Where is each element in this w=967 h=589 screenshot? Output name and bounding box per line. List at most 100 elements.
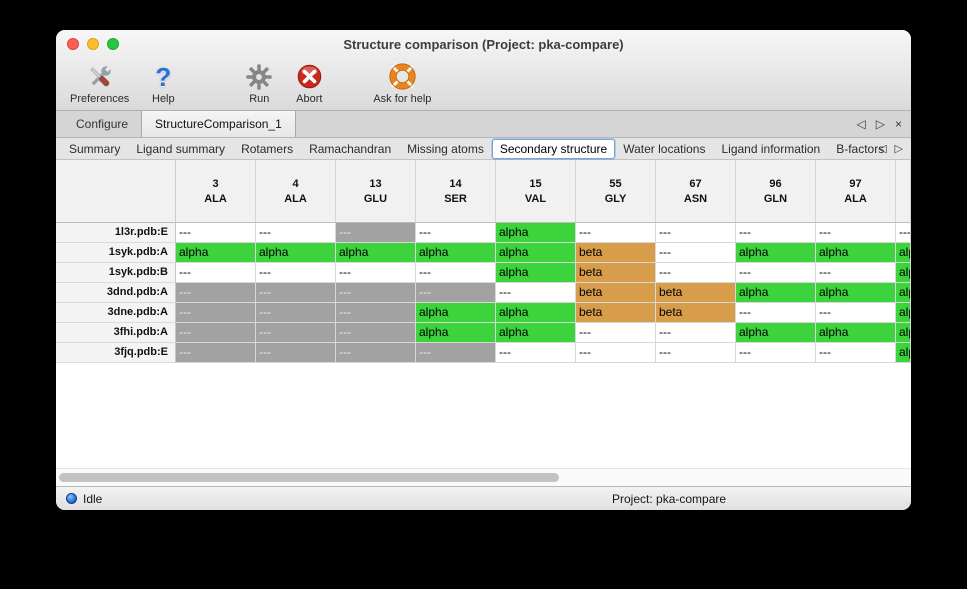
tab-b-factors[interactable]: B-factors	[836, 141, 885, 156]
table-cell: ---	[176, 283, 256, 303]
residue-name: ALA	[844, 193, 867, 205]
table-cell: alpha	[496, 303, 576, 323]
residue-number: 15	[529, 178, 542, 190]
table-cell: alpha	[896, 343, 911, 363]
ask-for-help-button[interactable]: Ask for help	[373, 61, 431, 105]
table-cell: ---	[176, 263, 256, 283]
column-header: 96 GLN	[736, 160, 816, 223]
table-cell: alpha	[256, 243, 336, 263]
tab-configure[interactable]: Configure	[63, 111, 141, 137]
table-cell: ---	[816, 343, 896, 363]
table-cell: ---	[816, 263, 896, 283]
close-window-button[interactable]	[67, 38, 79, 50]
tab-ligand-summary[interactable]: Ligand summary	[136, 141, 226, 156]
tab-rotamers[interactable]: Rotamers	[241, 141, 294, 156]
help-label: Help	[152, 93, 175, 105]
table-corner-cell	[56, 160, 176, 223]
table-cell: alpha	[896, 323, 911, 343]
tab-configure-label: Configure	[76, 117, 129, 131]
table-cell: ---	[256, 303, 336, 323]
row-header: 1l3r.pdb:E	[56, 223, 176, 243]
status-bar: Idle Project: pka-compare	[56, 486, 911, 510]
table-cell: alpha	[176, 243, 256, 263]
traffic-lights	[67, 38, 119, 50]
doc-tab-scroll-left-button[interactable]: ◁	[856, 117, 866, 131]
table-cell: alpha	[736, 243, 816, 263]
window-chrome: Structure comparison (Project: pka-compa…	[56, 30, 911, 111]
column-header: 55 GLY	[576, 160, 656, 223]
view-tab-controls: ◁ ▷	[878, 138, 903, 159]
table-cell: ---	[576, 343, 656, 363]
table-cell: alpha	[416, 323, 496, 343]
abort-icon	[295, 61, 324, 92]
run-label: Run	[249, 93, 270, 105]
tab-missing-atoms[interactable]: Missing atoms	[407, 141, 484, 156]
table-cell: alpha	[736, 323, 816, 343]
table-cell: ---	[576, 323, 656, 343]
row-header: 3dnd.pdb:A	[56, 283, 176, 303]
minimize-window-button[interactable]	[87, 38, 99, 50]
column-header: 14 SER	[416, 160, 496, 223]
table-cell: ---	[656, 263, 736, 283]
table-cell: alpha	[496, 263, 576, 283]
table-cell: alpha	[816, 283, 896, 303]
run-button[interactable]: Run	[237, 61, 281, 105]
table-cell: alpha	[496, 243, 576, 263]
view-tab-scroll-right-button[interactable]: ▷	[894, 143, 903, 155]
doc-tab-scroll-right-button[interactable]: ▷	[875, 117, 885, 131]
table-cell: alpha	[896, 283, 911, 303]
table-cell: ---	[256, 323, 336, 343]
tab-water-locations[interactable]: Water locations	[623, 141, 706, 156]
toolbar: Preferences ? Help	[56, 58, 911, 110]
tab-ramachandran[interactable]: Ramachandran	[309, 141, 392, 156]
table-cell: beta	[656, 303, 736, 323]
table-cell: ---	[896, 223, 911, 243]
table-cell: ---	[256, 343, 336, 363]
table-cell: ---	[816, 303, 896, 323]
tab-structurecomparison-1[interactable]: StructureComparison_1	[141, 111, 296, 137]
horizontal-scrollbar[interactable]	[56, 468, 911, 486]
column-header: 97 ALA	[816, 160, 896, 223]
table-cell: alpha	[416, 303, 496, 323]
table-cell: ---	[416, 263, 496, 283]
table-cell: ---	[336, 303, 416, 323]
table-cell: ---	[256, 223, 336, 243]
residue-number: 67	[689, 178, 702, 190]
residue-name: GLU	[363, 193, 388, 205]
gear-icon	[245, 61, 273, 92]
crossed-tools-icon	[85, 61, 115, 92]
table-cell: ---	[736, 343, 816, 363]
table-cell: beta	[576, 303, 656, 323]
residue-name: GLY	[604, 193, 627, 205]
table-cell: ---	[656, 343, 736, 363]
table-cell: ---	[336, 263, 416, 283]
zoom-window-button[interactable]	[107, 38, 119, 50]
tab-ligand-information[interactable]: Ligand information	[721, 141, 821, 156]
residue-number: 14	[449, 178, 462, 190]
table-cell: alpha	[736, 283, 816, 303]
table-cell: ---	[656, 323, 736, 343]
preferences-button[interactable]: Preferences	[70, 61, 129, 105]
tab-secondary-structure[interactable]: Secondary structure	[491, 138, 616, 159]
tab-structurecomparison-1-label: StructureComparison_1	[155, 117, 282, 131]
table-cell: ---	[336, 343, 416, 363]
table-cell: ---	[256, 283, 336, 303]
table-cell: alpha	[496, 323, 576, 343]
table-cell: beta	[576, 263, 656, 283]
comparison-table: 3 ALA 4 ALA 13 GLU 14 SER 15 VAL 55 GLY 67 ASN 96 GLN 97…	[56, 160, 911, 363]
residue-number: 96	[769, 178, 782, 190]
help-button[interactable]: ? Help	[141, 61, 185, 106]
abort-button[interactable]: Abort	[287, 61, 331, 105]
doc-tab-close-button[interactable]: ×	[894, 117, 902, 131]
view-tab-scroll-left-button[interactable]: ◁	[878, 143, 887, 155]
residue-number: 13	[369, 178, 382, 190]
residue-number: 4	[292, 178, 299, 190]
question-mark-icon: ?	[155, 61, 172, 92]
titlebar: Structure comparison (Project: pka-compa…	[56, 30, 911, 58]
table-cell: ---	[336, 323, 416, 343]
status-text: Idle	[83, 491, 103, 506]
table-cell: ---	[656, 223, 736, 243]
table-cell: alpha	[336, 243, 416, 263]
scrollbar-thumb[interactable]	[59, 473, 559, 482]
tab-summary[interactable]: Summary	[69, 141, 121, 156]
